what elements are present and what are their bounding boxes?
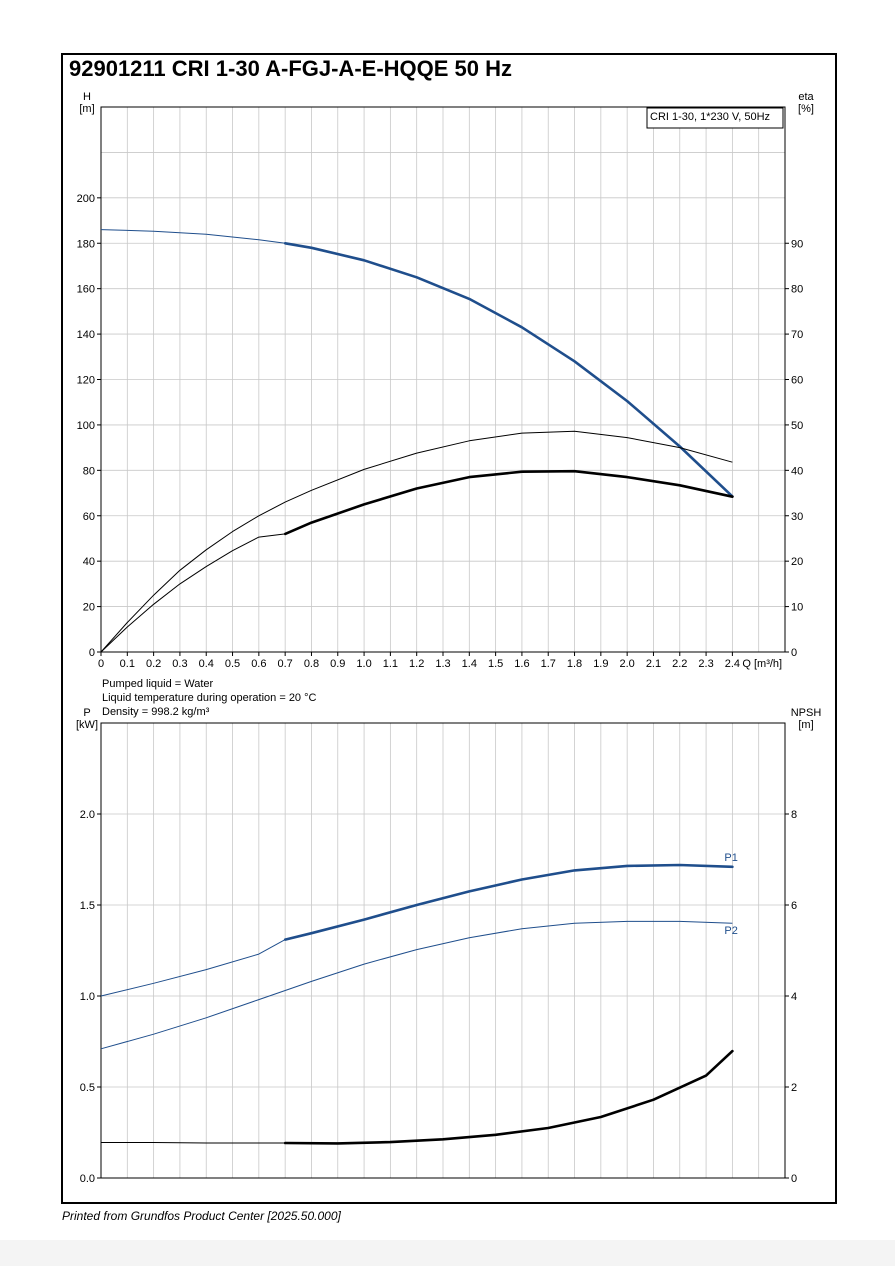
y-left-tick-label: 1.5 bbox=[80, 900, 95, 912]
x-tick-label: 0.5 bbox=[225, 658, 240, 670]
y-left-tick-label: 200 bbox=[77, 193, 95, 205]
legend-box bbox=[646, 107, 784, 129]
y-right-tick-label: 60 bbox=[791, 375, 803, 387]
y-right-tick-label: 80 bbox=[791, 284, 803, 296]
y-left-tick-label: 60 bbox=[83, 511, 95, 523]
density-text: Density = 998.2 kg/m³ bbox=[102, 706, 210, 718]
liquid-temperature-text: Liquid temperature during operation = 20… bbox=[102, 692, 317, 704]
x-tick-label: 0.9 bbox=[330, 658, 345, 670]
y-right-tick-label: 2 bbox=[791, 1082, 797, 1094]
legend-text: CRI 1-30, 1*230 V, 50Hz bbox=[650, 111, 770, 123]
y-left-axis-unit: [kW] bbox=[76, 719, 98, 731]
page-frame bbox=[61, 53, 837, 1204]
x-tick-label: 0.6 bbox=[251, 658, 266, 670]
x-tick-label: 2.2 bbox=[672, 658, 687, 670]
x-tick-label: 0.4 bbox=[199, 658, 214, 670]
y-right-tick-label: 0 bbox=[791, 647, 797, 659]
y-left-tick-label: 20 bbox=[83, 602, 95, 614]
x-tick-label: 2.4 bbox=[725, 658, 740, 670]
series-2-curve bbox=[100, 430, 733, 653]
x-tick-label: 1.4 bbox=[462, 658, 477, 670]
x-tick-label: 1.0 bbox=[356, 658, 371, 670]
y-left-tick-label: 100 bbox=[77, 420, 95, 432]
x-tick-label: 1.2 bbox=[409, 658, 424, 670]
p1-curve bbox=[100, 939, 286, 997]
head-efficiency-chart: 0 20 40 60 80 100 120 140 160 180 200 0 10 20 30 40 50 60… bbox=[77, 91, 815, 670]
y-left-axis-name: P bbox=[83, 707, 90, 719]
y-right-tick-label: 6 bbox=[791, 900, 797, 912]
x-tick-label: 0 bbox=[98, 658, 104, 670]
x-tick-label: 2.1 bbox=[646, 658, 661, 670]
plot-area-frame bbox=[100, 722, 786, 1179]
y-left-axis-unit: [m] bbox=[79, 103, 94, 115]
x-tick-label: 1.1 bbox=[383, 658, 398, 670]
y-right-tick-label: 40 bbox=[791, 465, 803, 477]
series-1-curve-operating-range bbox=[283, 242, 734, 498]
footer-note: Printed from Grundfos Product Center [20… bbox=[62, 1209, 341, 1223]
p2-curve bbox=[100, 920, 733, 1050]
y-left-tick-label: 80 bbox=[83, 465, 95, 477]
series-3-curve-operating-range bbox=[283, 1049, 734, 1145]
series-label-p2: P2 bbox=[724, 925, 737, 937]
y-left-tick-label: 1.0 bbox=[80, 991, 95, 1003]
y-left-tick-label: 120 bbox=[77, 375, 95, 387]
y-left-tick-label: 2.0 bbox=[80, 809, 95, 821]
x-tick-label: 1.7 bbox=[541, 658, 556, 670]
y-left-tick-label: 40 bbox=[83, 556, 95, 568]
y-right-tick-label: 50 bbox=[791, 420, 803, 432]
y-right-axis-unit: [m] bbox=[798, 719, 813, 731]
y-left-tick-label: 160 bbox=[77, 284, 95, 296]
x-tick-label: 0.7 bbox=[278, 658, 293, 670]
series-3-curve bbox=[100, 533, 286, 653]
x-tick-label: 1.3 bbox=[435, 658, 450, 670]
y-right-tick-label: 0 bbox=[791, 1173, 797, 1185]
x-tick-label: 1.9 bbox=[593, 658, 608, 670]
y-right-axis-name: eta bbox=[798, 91, 814, 103]
y-right-tick-label: 70 bbox=[791, 329, 803, 341]
series-3-curve-operating-range bbox=[283, 469, 734, 536]
y-left-tick-label: 0 bbox=[89, 647, 95, 659]
y-right-tick-label: 4 bbox=[791, 991, 797, 1003]
p1-curve-operating-range bbox=[283, 863, 734, 941]
x-tick-label: 1.8 bbox=[567, 658, 582, 670]
x-tick-label: 1.5 bbox=[488, 658, 503, 670]
y-right-tick-label: 10 bbox=[791, 602, 803, 614]
y-left-tick-label: 140 bbox=[77, 329, 95, 341]
pumped-liquid-text: Pumped liquid = Water bbox=[102, 678, 214, 690]
y-right-axis-unit: [%] bbox=[798, 103, 814, 115]
y-left-axis-name: H bbox=[83, 91, 91, 103]
y-right-tick-label: 8 bbox=[791, 809, 797, 821]
x-tick-label: 2.0 bbox=[620, 658, 635, 670]
y-left-tick-label: 0.5 bbox=[80, 1082, 95, 1094]
y-right-tick-label: 20 bbox=[791, 556, 803, 568]
x-tick-label: 0.3 bbox=[172, 658, 187, 670]
y-left-tick-label: 180 bbox=[77, 238, 95, 250]
power-npsh-chart: 0.0 0.5 1.0 1.5 2.0 0 2 4 6 8 P[kW] NPSH[m] P1 P2 bbox=[76, 707, 822, 1185]
y-right-tick-label: 30 bbox=[791, 511, 803, 523]
x-axis-label: Q [m³/h] bbox=[742, 658, 782, 670]
x-tick-label: 1.6 bbox=[514, 658, 529, 670]
x-tick-label: 0.8 bbox=[304, 658, 319, 670]
series-1-curve bbox=[100, 229, 286, 244]
x-tick-label: 0.1 bbox=[120, 658, 135, 670]
page-title: 92901211 CRI 1-30 A-FGJ-A-E-HQQE 50 Hz bbox=[69, 56, 513, 81]
x-tick-label: 2.3 bbox=[698, 658, 713, 670]
x-tick-label: 0.2 bbox=[146, 658, 161, 670]
series-3-curve bbox=[101, 1142, 286, 1144]
series-label-p1: P1 bbox=[724, 852, 737, 864]
y-left-tick-label: 0.0 bbox=[80, 1173, 95, 1185]
y-right-tick-label: 90 bbox=[791, 238, 803, 250]
y-right-axis-name: NPSH bbox=[791, 707, 822, 719]
printed-sheet bbox=[0, 0, 895, 1240]
